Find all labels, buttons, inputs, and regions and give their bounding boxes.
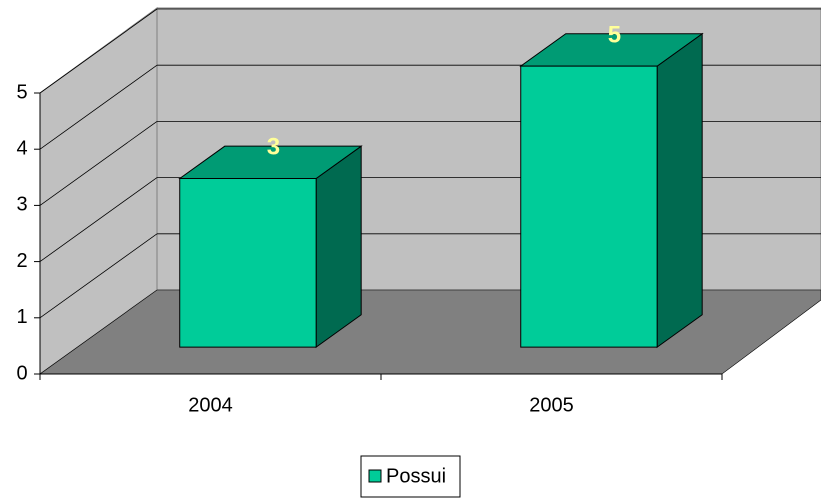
grid-line	[39, 64, 158, 150]
y-tick-label: 0	[16, 362, 27, 384]
x-tick-label: 2005	[529, 394, 574, 416]
grid-line	[39, 121, 158, 206]
data-label: 5	[608, 21, 621, 48]
data-label: 3	[267, 134, 280, 161]
bar-front	[179, 178, 317, 348]
x-tick-label: 2004	[188, 394, 233, 416]
floor	[39, 289, 821, 375]
y-tick-label: 2	[16, 250, 27, 272]
legend-label: Possui	[386, 465, 446, 487]
bar-side	[656, 32, 703, 349]
grid-line	[39, 233, 158, 319]
y-tick-label: 3	[16, 194, 27, 216]
y-tick-label: 1	[16, 306, 27, 328]
legend-swatch	[368, 469, 382, 483]
grid-line	[39, 177, 158, 262]
y-tick-label: 5	[16, 81, 27, 103]
bar	[178, 145, 363, 349]
bar	[519, 32, 704, 349]
bar-front	[520, 65, 658, 348]
y-tick-label: 4	[16, 137, 27, 159]
grid-line	[39, 8, 158, 94]
bar-side	[315, 145, 362, 349]
